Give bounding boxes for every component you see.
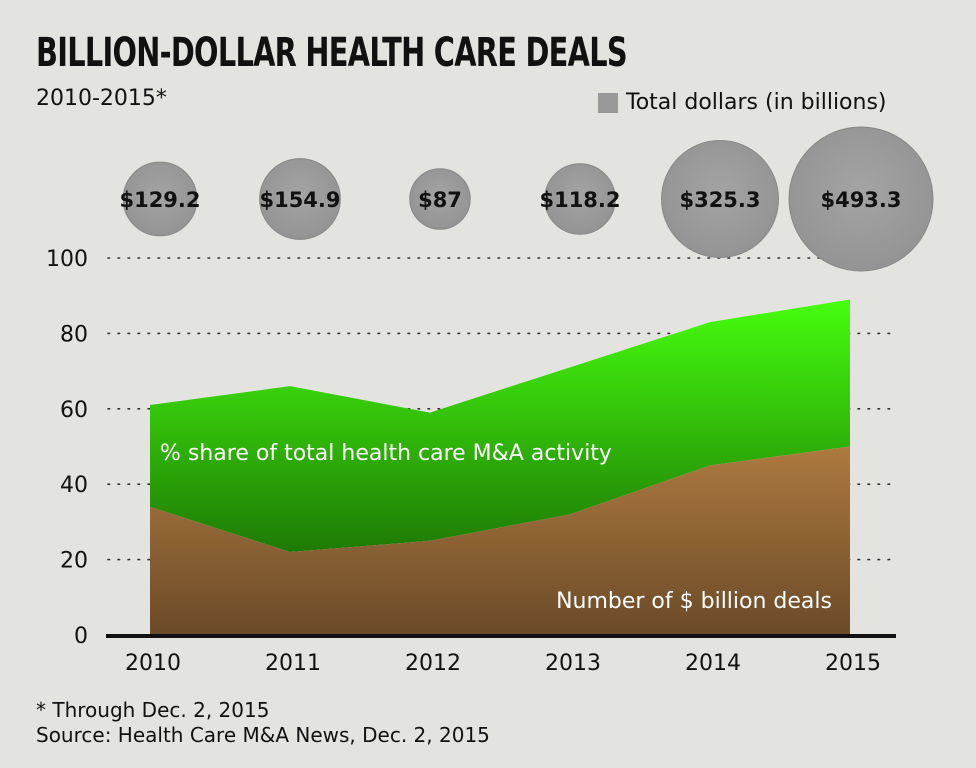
bubble-value-label: $493.3 [820, 188, 901, 212]
y-tick-label: 100 [46, 247, 88, 272]
footnotes: * Through Dec. 2, 2015 Source: Health Ca… [36, 698, 490, 748]
footnote-source: Source: Health Care M&A News, Dec. 2, 20… [36, 723, 490, 747]
chart-title: BILLION-DOLLAR HEALTH CARE DEALS [36, 30, 628, 76]
y-tick-label: 20 [60, 549, 88, 574]
dollar-bubble [122, 161, 198, 237]
bubble-value-label: $129.2 [119, 188, 200, 212]
x-tick-label: 2014 [685, 651, 741, 676]
dollar-bubble [788, 126, 934, 272]
legend-label: Total dollars (in billions) [626, 90, 887, 115]
x-tick-label: 2012 [405, 651, 461, 676]
bubble-value-label: $325.3 [679, 188, 760, 212]
share-series-label: % share of total health care M&A activit… [160, 441, 612, 466]
bubble-value-label: $118.2 [539, 188, 620, 212]
x-tick-label: 2011 [265, 651, 321, 676]
deals-area [150, 446, 850, 635]
x-tick-label: 2015 [825, 651, 881, 676]
x-tick-label: 2013 [545, 651, 601, 676]
dollar-bubble [661, 140, 779, 258]
y-tick-label: 80 [60, 322, 88, 347]
y-tick-label: 0 [74, 624, 88, 649]
bubble-value-label: $87 [418, 188, 462, 212]
dollar-bubble [544, 163, 616, 235]
legend-swatch [598, 92, 618, 113]
dollar-bubble [409, 168, 471, 230]
deals-series-label: Number of $ billion deals [556, 589, 832, 614]
x-tick-label: 2010 [125, 651, 181, 676]
footnote-note: * Through Dec. 2, 2015 [36, 698, 270, 722]
legend: Total dollars (in billions) [598, 90, 887, 115]
bubble-value-label: $154.9 [259, 188, 340, 212]
dollar-bubble [259, 158, 341, 240]
y-tick-label: 40 [60, 473, 88, 498]
share-area [150, 299, 850, 553]
y-tick-label: 60 [60, 398, 88, 423]
chart-subtitle: 2010-2015* [36, 86, 167, 111]
